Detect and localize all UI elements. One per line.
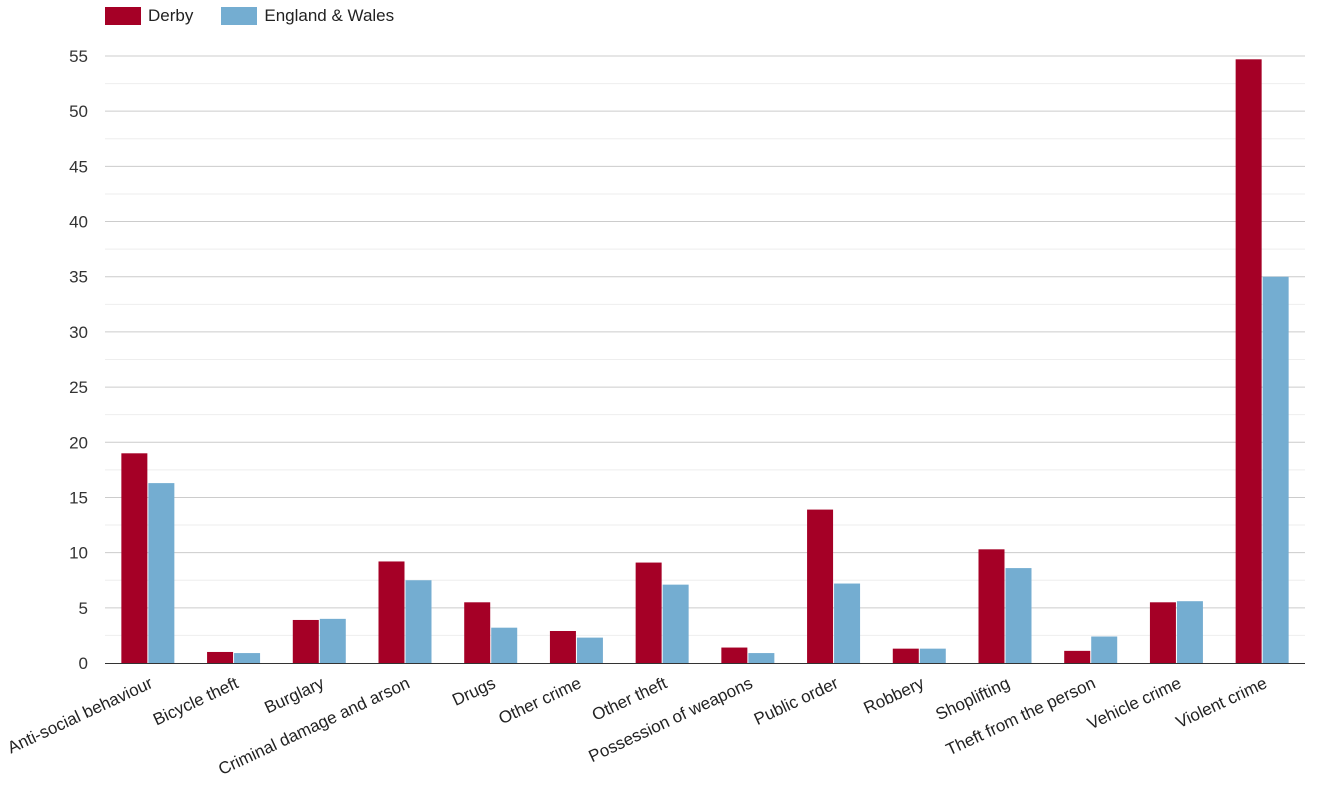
bar-england-wales[interactable]	[576, 637, 603, 663]
legend-label-derby: Derby	[148, 6, 194, 25]
bar-derby[interactable]	[292, 619, 319, 663]
y-tick-label: 10	[69, 544, 88, 563]
y-tick-label: 55	[69, 47, 88, 66]
bar-england-wales[interactable]	[405, 580, 432, 663]
bar-derby[interactable]	[1235, 59, 1262, 663]
legend-label-england-wales: England & Wales	[264, 6, 395, 25]
bar-derby[interactable]	[635, 562, 662, 663]
y-tick-label: 35	[69, 268, 88, 287]
bar-england-wales[interactable]	[1005, 568, 1032, 663]
x-tick-label: Drugs	[449, 673, 498, 709]
legend-swatch-derby	[105, 7, 141, 25]
y-tick-label: 0	[79, 654, 88, 673]
y-tick-label: 50	[69, 102, 88, 121]
bar-england-wales[interactable]	[834, 583, 861, 663]
bar-derby[interactable]	[549, 630, 576, 663]
bar-england-wales[interactable]	[319, 618, 346, 663]
bars	[121, 59, 1289, 663]
grid-lines	[105, 55, 1305, 636]
bar-derby[interactable]	[378, 561, 405, 663]
x-tick-label: Public order	[751, 673, 842, 729]
bar-derby[interactable]	[807, 509, 834, 663]
bar-derby[interactable]	[978, 549, 1005, 663]
bar-derby[interactable]	[1149, 602, 1176, 663]
bar-derby[interactable]	[721, 647, 748, 663]
x-tick-label: Burglary	[262, 673, 328, 717]
x-tick-label: Violent crime	[1173, 673, 1270, 732]
bar-england-wales[interactable]	[748, 653, 775, 663]
x-tick-label: Robbery	[861, 673, 928, 718]
bar-england-wales[interactable]	[1176, 601, 1203, 663]
bar-england-wales[interactable]	[662, 584, 689, 663]
y-tick-label: 30	[69, 323, 88, 342]
y-axis: 0 5 10 15 20 25 30 35 40 45 50 55	[69, 47, 88, 673]
x-tick-label: Vehicle crime	[1084, 673, 1184, 733]
x-tick-label: Possession of weapons	[586, 673, 756, 766]
bar-derby[interactable]	[892, 648, 919, 663]
legend-item-derby[interactable]: Derby	[105, 6, 193, 26]
bar-derby[interactable]	[121, 453, 148, 663]
legend: Derby England & Wales	[105, 6, 422, 26]
y-tick-label: 5	[79, 599, 88, 618]
y-tick-label: 20	[69, 433, 88, 452]
x-tick-label: Bicycle theft	[150, 673, 241, 729]
bar-england-wales[interactable]	[491, 627, 518, 663]
x-tick-label: Theft from the person	[943, 673, 1098, 759]
bar-england-wales[interactable]	[919, 648, 946, 663]
legend-item-england-wales[interactable]: England & Wales	[221, 6, 394, 26]
bar-england-wales[interactable]	[1262, 276, 1289, 663]
x-tick-label: Anti-social behaviour	[4, 673, 155, 757]
legend-swatch-england-wales	[221, 7, 258, 25]
y-tick-label: 15	[69, 488, 88, 507]
bar-derby[interactable]	[207, 651, 234, 663]
y-tick-label: 40	[69, 213, 88, 232]
bar-england-wales[interactable]	[148, 483, 175, 663]
bar-england-wales[interactable]	[1091, 636, 1118, 663]
x-tick-label: Other crime	[496, 673, 585, 728]
bar-derby[interactable]	[1064, 650, 1091, 663]
y-tick-label: 45	[69, 157, 88, 176]
bar-england-wales[interactable]	[234, 653, 261, 663]
y-tick-label: 25	[69, 378, 88, 397]
bar-derby[interactable]	[464, 602, 491, 663]
